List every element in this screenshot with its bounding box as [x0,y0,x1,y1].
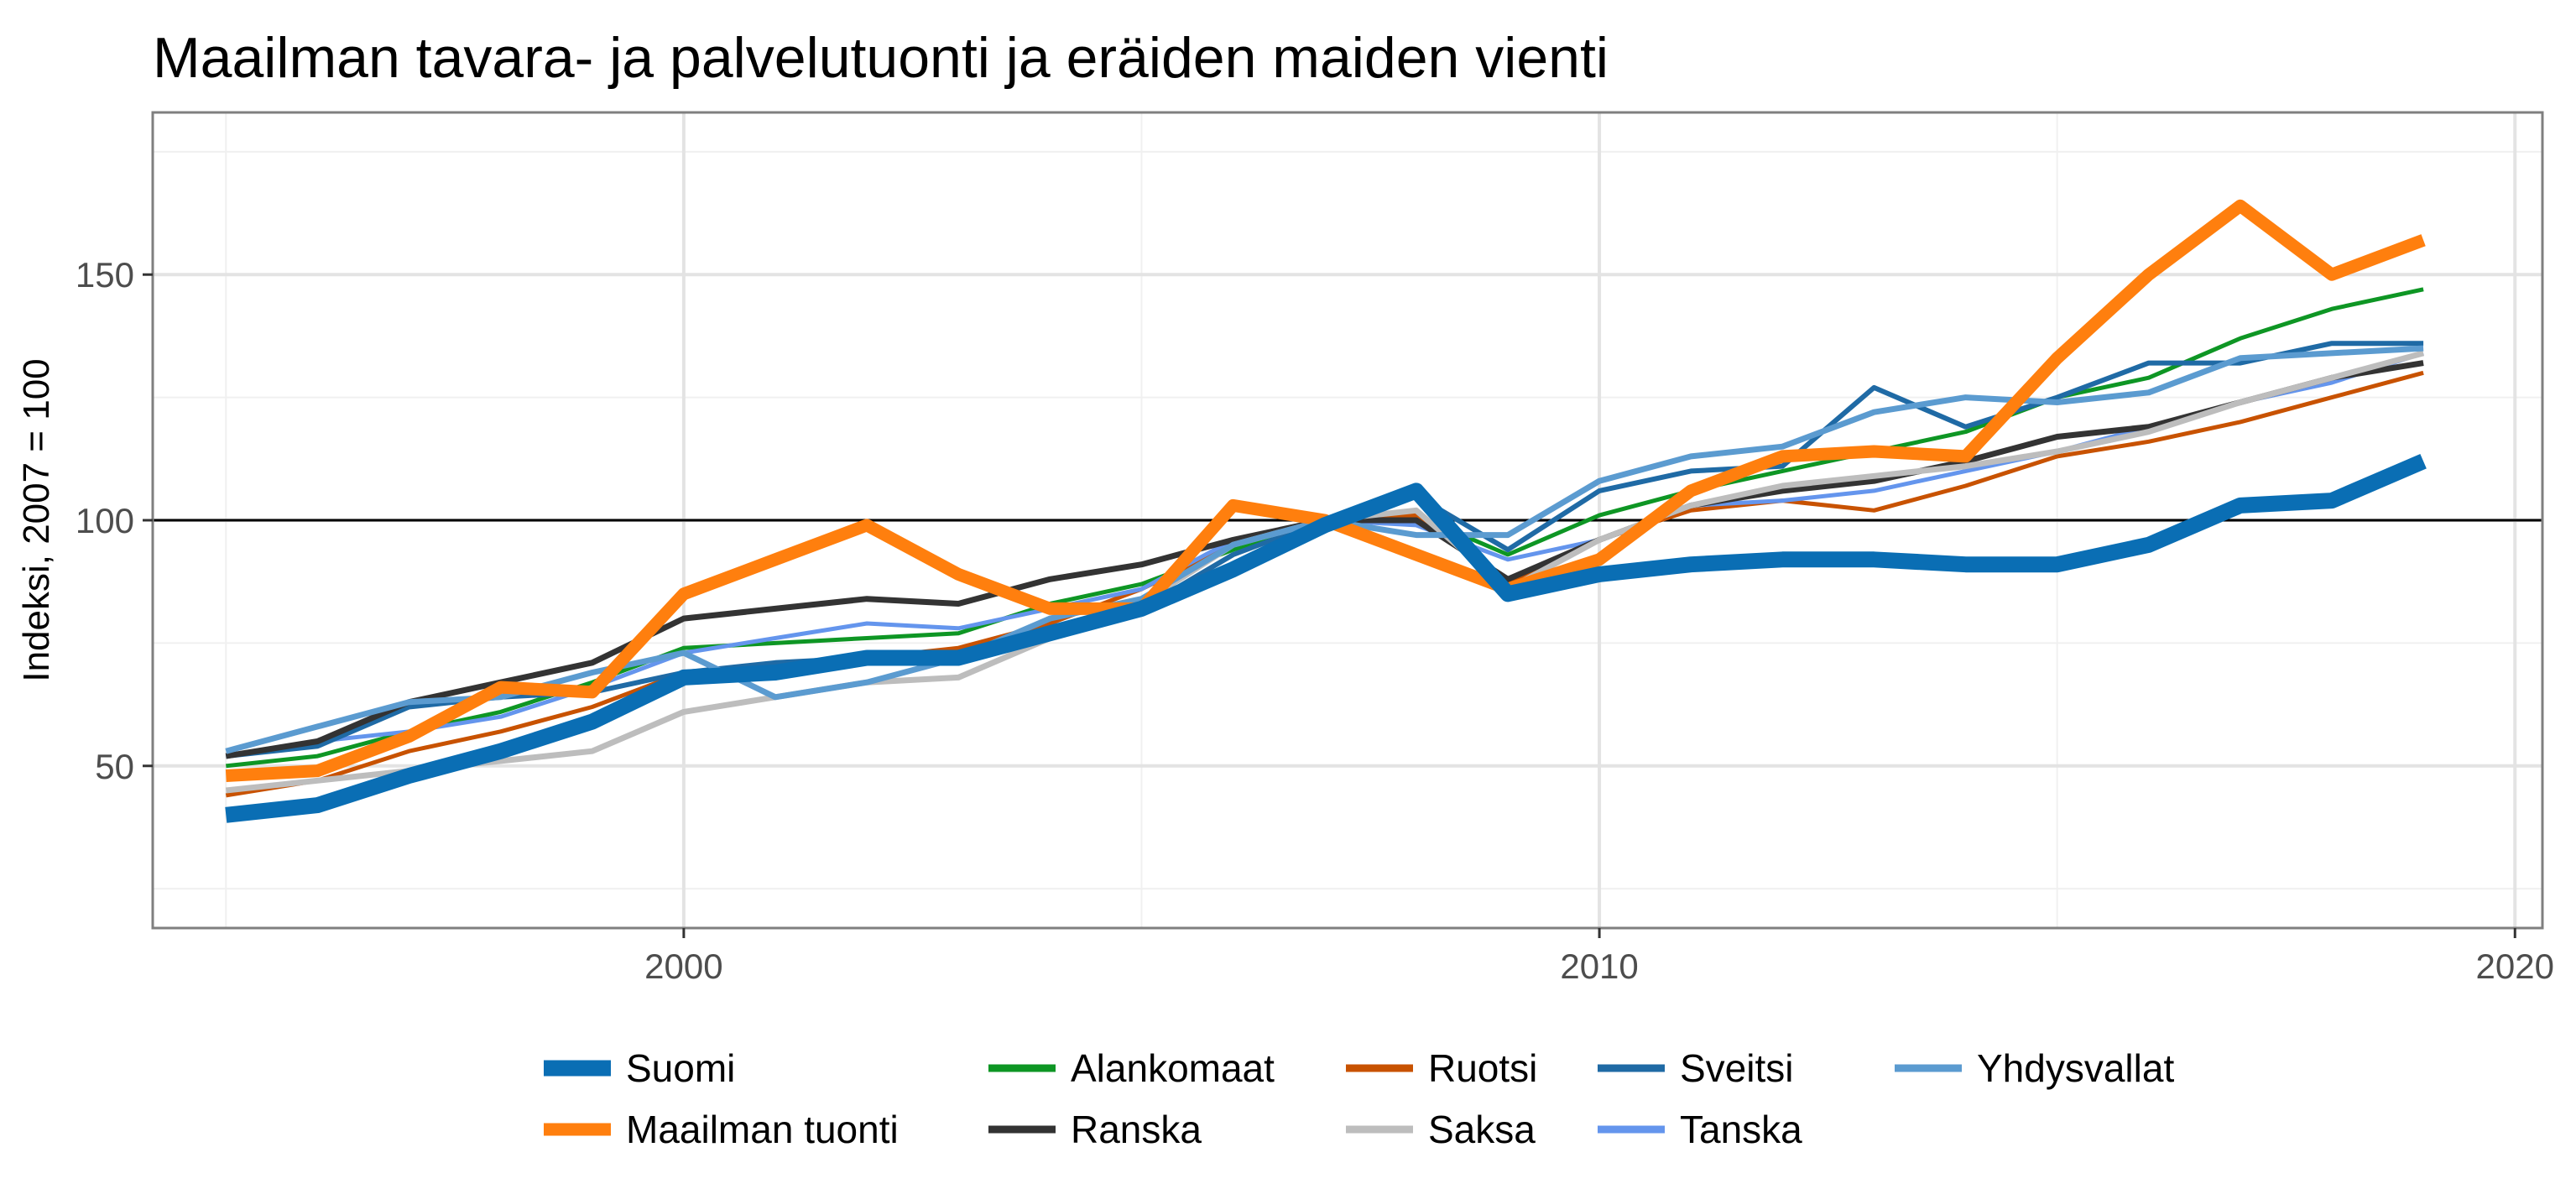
x-axis-ticks: 2000 2010 2020 [644,928,2554,986]
y-axis-ticks: 50 100 150 [76,255,153,786]
y-tick-label: 150 [76,255,134,295]
legend-label-yhdysvallat: Yhdysvallat [1977,1046,2174,1090]
y-tick-label: 50 [95,747,134,786]
x-tick-label: 2010 [1560,947,1638,986]
legend-label-saksa: Saksa [1428,1108,1536,1151]
series-line-suomi [225,453,2427,823]
legend-label-tanska: Tanska [1680,1108,1802,1151]
legend-label-ruotsi: Ruotsi [1428,1046,1537,1090]
legend: Suomi Maailman tuonti Alankomaat Ranska Ruot… [544,1046,2174,1151]
legend-label-maailman-tuonti: Maailman tuonti [626,1108,899,1151]
y-axis-label: Indeksi, 2007 = 100 [16,358,57,681]
legend-label-ranska: Ranska [1071,1108,1202,1151]
series-lines [225,199,2427,823]
chart-title: Maailman tavara- ja palvelutuonti ja erä… [153,26,1609,90]
x-tick-label: 2020 [2476,947,2554,986]
legend-label-sveitsi: Sveitsi [1680,1046,1793,1090]
series-line-maailman-tuonti [225,199,2426,782]
x-tick-label: 2000 [644,947,722,986]
legend-label-alankomaat: Alankomaat [1071,1046,1275,1090]
legend-label-suomi: Suomi [626,1046,735,1090]
series-line-saksa [225,350,2425,794]
y-tick-label: 100 [76,501,134,540]
